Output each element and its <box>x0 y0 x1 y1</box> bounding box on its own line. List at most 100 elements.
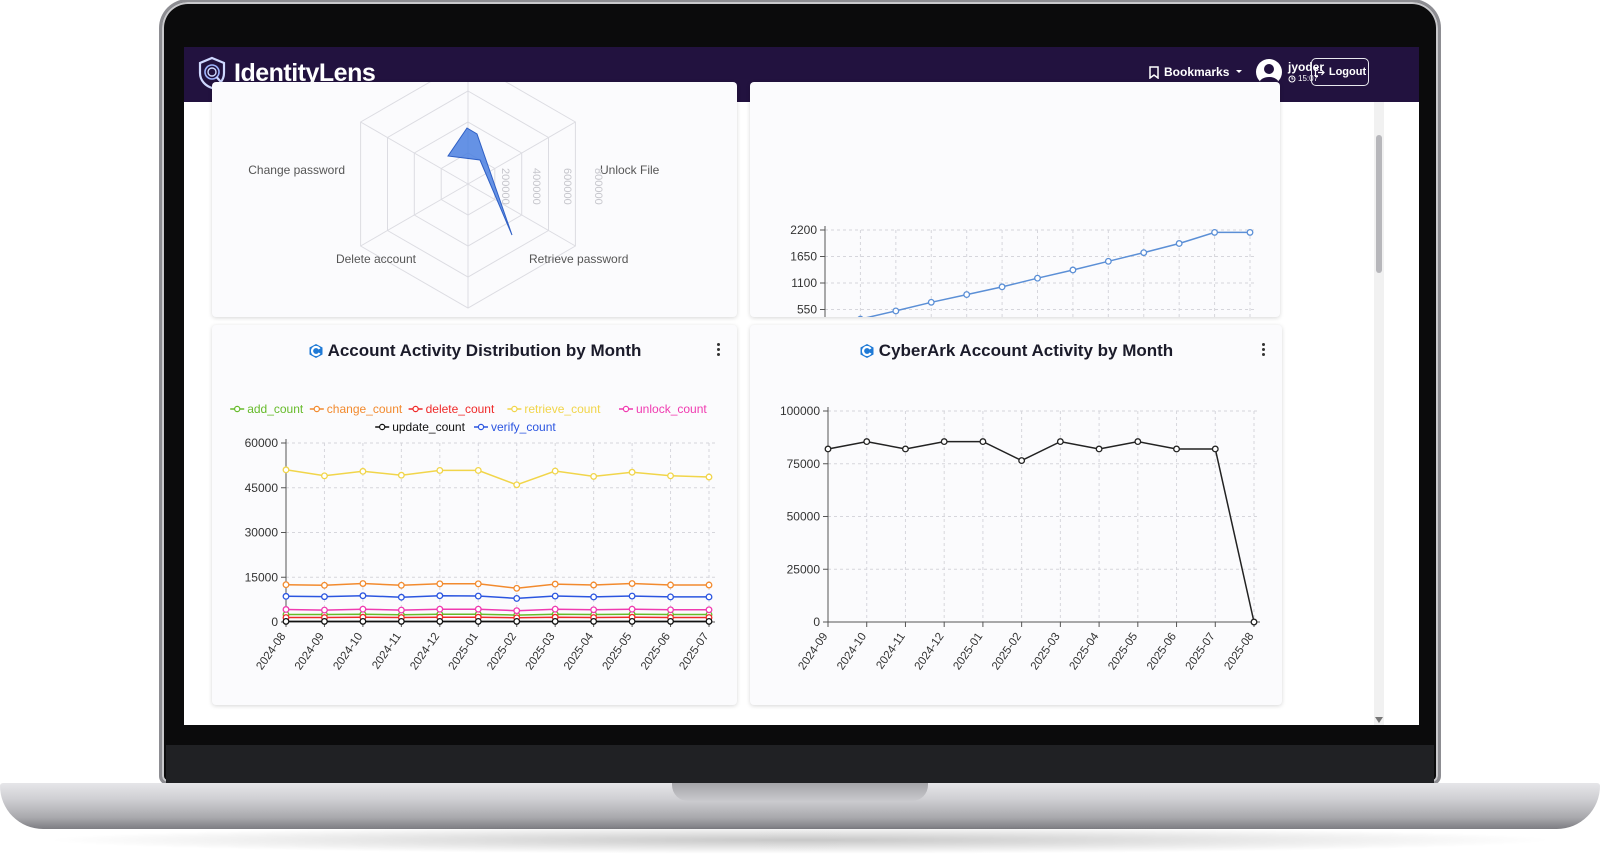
series-update-count-point <box>397 617 405 625</box>
scrollbar-thumb[interactable] <box>1376 135 1382 273</box>
legend-label: add_count <box>247 402 304 416</box>
series-unlock-count-point <box>628 605 636 613</box>
series-verify-count-point <box>397 593 405 601</box>
legend-marker <box>378 423 386 431</box>
legend-label: verify_count <box>491 420 556 434</box>
series-verify-count-point <box>590 593 598 601</box>
series-unlock-count-point <box>321 606 328 614</box>
logout-label: Logout <box>1328 66 1367 78</box>
radar-ring-label: 200000 <box>499 168 511 205</box>
series-0-point <box>1173 445 1180 453</box>
user-menu[interactable]: jyoder 15:07 <box>1256 59 1324 85</box>
x-tick-label: 2025-04 <box>562 630 596 672</box>
series-unlock-count-point <box>513 607 521 615</box>
series-0-point <box>1095 445 1103 453</box>
series-verify-count-point <box>705 593 713 601</box>
account-activity-menu-button[interactable] <box>713 343 723 359</box>
x-tick-label: 2025-01 <box>951 631 985 672</box>
x-tick-label: 2025-07 <box>677 631 711 672</box>
legend-label: update_count <box>392 420 465 434</box>
dashboard-content: Change password Unlock File Retrieve pas… <box>184 82 1366 725</box>
x-tick-label: 2024-11 <box>370 631 404 672</box>
series-retrieve-count-point <box>667 472 674 480</box>
brand-name: IdentityLens <box>234 58 376 87</box>
series-0-point <box>963 291 971 299</box>
y-tick-label: 100000 <box>780 404 820 418</box>
series-0-point <box>902 445 909 453</box>
series-retrieve-count-point <box>628 468 636 476</box>
series-0-point <box>1140 249 1148 257</box>
radar-spoke <box>360 183 469 247</box>
legend-item-unlock-count: unlock_count <box>619 402 707 416</box>
logout-icon <box>1314 67 1325 77</box>
series-unlock-count-point <box>436 605 444 613</box>
radar-chart: Change password Unlock File Retrieve pas… <box>248 82 660 309</box>
caret-down-icon <box>1236 70 1243 73</box>
chart-grid <box>823 410 1260 627</box>
y-tick-label: 0 <box>813 615 820 629</box>
legend-marker <box>412 405 419 413</box>
series-0-point <box>1104 257 1112 265</box>
scroll-down-arrow-icon[interactable] <box>1375 717 1383 723</box>
x-tick-label: 2025-02 <box>485 631 519 672</box>
legend-item-add-count: add_count <box>230 402 304 416</box>
series-0-point <box>857 315 864 317</box>
series-verify-count-point <box>282 592 290 600</box>
series-verify-count-point <box>436 592 444 600</box>
legend-marker <box>477 423 485 431</box>
series-change-count-point <box>628 580 636 587</box>
legend-marker <box>234 405 241 413</box>
legend-label: retrieve_count <box>524 402 601 416</box>
series-0-point <box>824 445 832 453</box>
series-retrieve-count-point <box>513 481 521 489</box>
radar-data-area <box>447 127 513 236</box>
series-verify-count-point <box>551 592 559 600</box>
cyberark-activity-menu-button[interactable] <box>1258 343 1268 359</box>
radar-axis-label-delete-account: Delete account <box>336 252 417 266</box>
bookmarks-label: Bookmarks <box>1164 65 1230 79</box>
logout-button[interactable]: Logout <box>1311 58 1369 86</box>
bookmarks-dropdown[interactable]: Bookmarks <box>1149 65 1249 79</box>
legend-item-change-count: change_count <box>309 402 403 416</box>
x-tick-label: 2025-06 <box>1145 631 1179 672</box>
bookmark-icon <box>1149 65 1159 79</box>
series-0-point <box>1250 618 1258 626</box>
series-change-count-point <box>436 580 444 588</box>
laptop-notch <box>672 783 928 801</box>
x-tick-label: 2025-02 <box>990 631 1024 672</box>
chart-grid <box>281 442 715 627</box>
screen: IdentityLens Bookmarks jyoder <box>184 47 1419 725</box>
series-retrieve-count-point <box>705 473 713 481</box>
series-0-point <box>1018 457 1026 465</box>
x-tick-label: 2024-10 <box>835 631 869 672</box>
series-0-point <box>1056 438 1064 446</box>
brand[interactable]: IdentityLens <box>198 56 376 90</box>
series-update-count-point <box>551 617 559 625</box>
series-change-count-point <box>705 581 713 589</box>
x-tick-label: 2025-06 <box>639 631 673 672</box>
series-0-point <box>1211 228 1219 236</box>
series-0-line <box>827 440 1255 623</box>
legend-marker <box>622 405 630 413</box>
series-delete-count-line <box>286 616 709 619</box>
series-verify-count-line <box>285 594 709 600</box>
series-0-point <box>998 283 1006 291</box>
page-scrollbar[interactable] <box>1374 102 1384 725</box>
series-retrieve-count-point <box>551 467 559 475</box>
cyberark-activity-title: CyberArk Account Activity by Month <box>750 341 1282 361</box>
y-tick-label: 60000 <box>245 436 279 450</box>
series-change-count-point <box>474 580 482 588</box>
chart-grid <box>820 229 1256 317</box>
series-unlock-count-point <box>282 606 290 613</box>
y-tick-label: 25000 <box>787 562 821 576</box>
series-add-count-line <box>286 613 709 616</box>
series-change-count-point <box>321 581 328 589</box>
user-avatar-icon <box>1256 59 1282 85</box>
series-change-count-point <box>590 581 598 589</box>
x-tick-label: 2025-08 <box>1222 631 1256 672</box>
series-update-count-point <box>436 617 444 625</box>
series-retrieve-count-point <box>436 466 444 474</box>
series-change-count-point <box>667 581 674 589</box>
